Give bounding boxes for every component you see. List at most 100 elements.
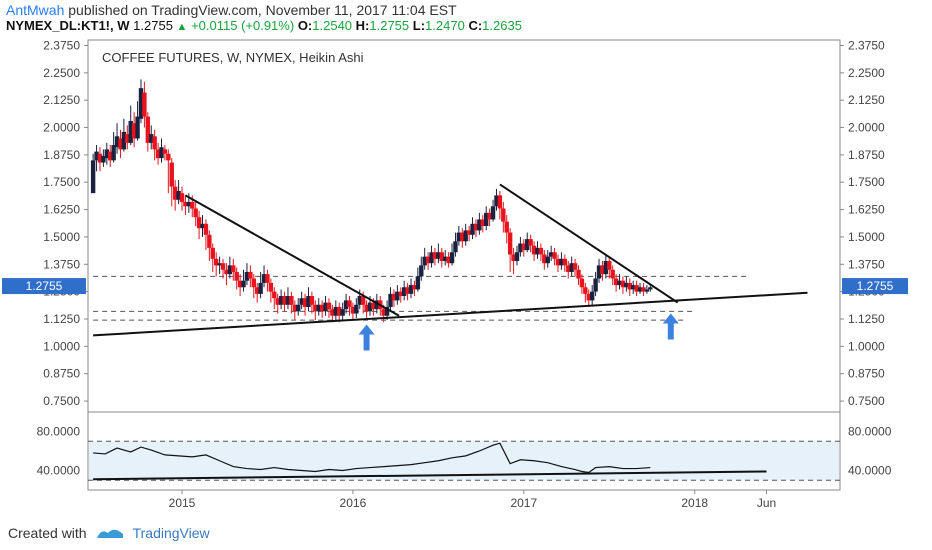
created-with-text: Created with — [8, 525, 87, 541]
candle-body — [487, 212, 492, 220]
time-tick-label: 2018 — [681, 496, 708, 510]
candle-body — [138, 88, 144, 119]
osc-right-tick-label: 80.0000 — [848, 425, 892, 439]
candle — [364, 300, 369, 318]
candle-body — [255, 287, 260, 294]
candle — [337, 302, 342, 323]
candle-body — [337, 306, 342, 316]
left-price-box: 1.2755 — [2, 278, 86, 295]
candle-body — [350, 306, 356, 314]
candle — [121, 118, 127, 152]
candle-body — [213, 258, 219, 266]
candle — [620, 276, 626, 294]
candle-body — [528, 239, 533, 246]
time-tick-label: 2017 — [510, 496, 537, 510]
candle — [289, 291, 294, 314]
candle — [531, 241, 537, 262]
candle — [302, 293, 308, 316]
candle-body — [227, 265, 233, 275]
candle-body — [518, 243, 523, 253]
candle-body — [641, 287, 646, 292]
candle — [634, 280, 639, 297]
candle-body — [593, 278, 598, 292]
candle — [258, 271, 263, 299]
candle — [449, 243, 455, 266]
candle-body — [200, 223, 205, 229]
candle-body — [278, 296, 284, 305]
left-price-axis: 2.3750 2.2500 2.1250 2.0000 1.8750 1.7500 1.62… — [43, 38, 88, 408]
annotation-arrows — [358, 313, 679, 351]
candle — [128, 105, 133, 146]
candle — [644, 285, 650, 294]
candle-body — [196, 217, 202, 229]
right-tick-label: 1.0000 — [848, 339, 885, 353]
candle — [521, 239, 527, 257]
candle — [101, 149, 106, 167]
right-tick-label: 1.6250 — [848, 203, 885, 217]
candle — [477, 212, 482, 235]
right-price-axis: 2.3750 2.2500 2.1250 2.0000 1.8750 1.7500 1.62… — [840, 38, 885, 408]
candle-body — [367, 302, 373, 312]
candle-body — [398, 291, 403, 297]
candle — [538, 243, 544, 262]
candle-body — [579, 278, 585, 288]
candle-body — [340, 309, 345, 316]
candle-body — [477, 219, 482, 231]
candle — [169, 158, 174, 207]
right-tick-label: 1.1250 — [848, 312, 885, 326]
left-tick-label: 2.3750 — [43, 38, 80, 52]
main-pane-frame — [87, 39, 841, 413]
candle-body — [220, 263, 226, 270]
candle-body — [258, 282, 263, 294]
candle-body — [610, 269, 615, 279]
candle-body — [323, 302, 328, 312]
publish-line: AntMwah published on TradingView.com, No… — [6, 2, 457, 18]
candle — [162, 145, 168, 161]
candle — [248, 265, 253, 288]
author-link[interactable]: AntMwah — [6, 2, 65, 18]
candle-body — [473, 223, 479, 231]
candle-body — [415, 276, 421, 290]
candle — [125, 125, 130, 150]
candle — [227, 256, 233, 279]
candle — [306, 287, 311, 312]
candle — [220, 258, 226, 279]
candle — [648, 285, 653, 292]
candle-body — [118, 138, 123, 150]
candle — [138, 79, 144, 124]
candle-body — [313, 304, 318, 312]
candle-body — [391, 293, 397, 301]
candle-body — [538, 247, 544, 255]
osc-left-tick-label: 80.0000 — [37, 425, 81, 439]
candle — [624, 276, 629, 292]
candle — [193, 201, 198, 226]
candle — [292, 300, 297, 321]
candle-body — [237, 280, 243, 288]
interval-label: W — [117, 18, 130, 33]
candle — [237, 274, 243, 297]
candle — [456, 226, 462, 246]
candle-body — [381, 309, 386, 316]
candle — [159, 138, 164, 163]
symbol-line: NYMEX_DL:KT1!, W 1.2755 ▲ +0.0115 (+0.91… — [6, 18, 522, 33]
candle-body — [566, 265, 571, 272]
candle-body — [285, 296, 291, 305]
candle-body — [104, 149, 109, 159]
candle — [97, 147, 103, 172]
right-tick-label: 2.0000 — [848, 121, 885, 135]
candle-body — [282, 296, 287, 305]
candle-body — [186, 201, 192, 207]
candle — [142, 81, 147, 128]
candle — [439, 247, 444, 268]
candle-body — [648, 287, 653, 290]
candle — [104, 142, 109, 165]
tradingview-brand[interactable]: TradingView — [132, 525, 210, 541]
candle — [631, 280, 636, 294]
candle-body — [425, 256, 431, 264]
candle-body — [234, 271, 239, 281]
candle — [176, 180, 181, 205]
footer: Created with TradingView — [8, 524, 210, 542]
candle — [108, 145, 113, 167]
right-tick-label: 2.1250 — [848, 93, 885, 107]
